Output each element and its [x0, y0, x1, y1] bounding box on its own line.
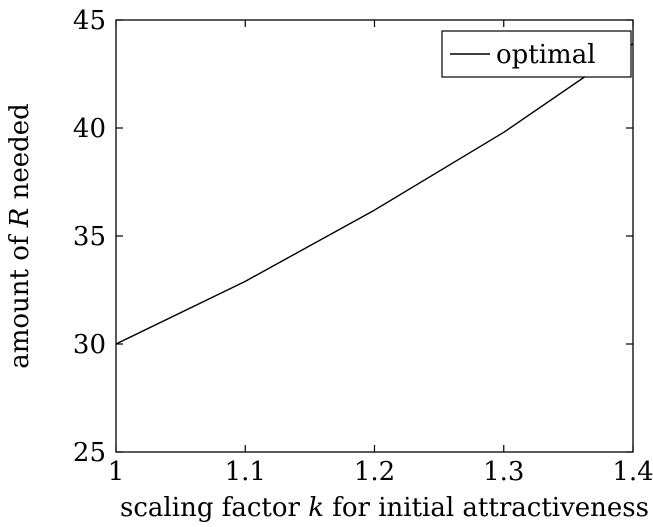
series-layer	[115, 43, 634, 345]
y-tick-label: 45	[73, 6, 106, 36]
y-tick-label: 25	[73, 438, 106, 468]
axis-ticks	[115, 19, 634, 453]
axis-title-part: k	[308, 493, 324, 523]
plot-frame	[115, 19, 634, 453]
axis-title-part: for initial attractiveness	[324, 493, 649, 523]
axis-title-part: amount of	[5, 227, 35, 369]
axis-title-part: scaling factor	[120, 493, 308, 523]
axis-title-part: R	[5, 208, 35, 229]
axis-title-part: needed	[5, 103, 35, 207]
legend-label-optimal: optimal	[496, 40, 596, 70]
y-tick-label: 40	[73, 114, 106, 144]
plot-area: 1 1.1 1.2 1.3 1.4 25 30 35 40 45	[73, 6, 653, 487]
x-tick-label: 1.4	[612, 457, 653, 487]
x-tick-label: 1.3	[483, 457, 524, 487]
y-tick-label: 35	[73, 222, 106, 252]
x-tick-label: 1.1	[225, 457, 266, 487]
legend: optimal	[441, 30, 632, 78]
series-line-optimal	[115, 43, 634, 345]
x-axis-title: scaling factor k for initial attractiven…	[120, 493, 649, 523]
x-tick-label: 1	[108, 457, 125, 487]
x-tick-label: 1.2	[354, 457, 395, 487]
y-axis-title: amount of R needed	[5, 103, 35, 369]
tick-labels: 1 1.1 1.2 1.3 1.4 25 30 35 40 45	[73, 6, 653, 487]
y-tick-label: 30	[73, 330, 106, 360]
